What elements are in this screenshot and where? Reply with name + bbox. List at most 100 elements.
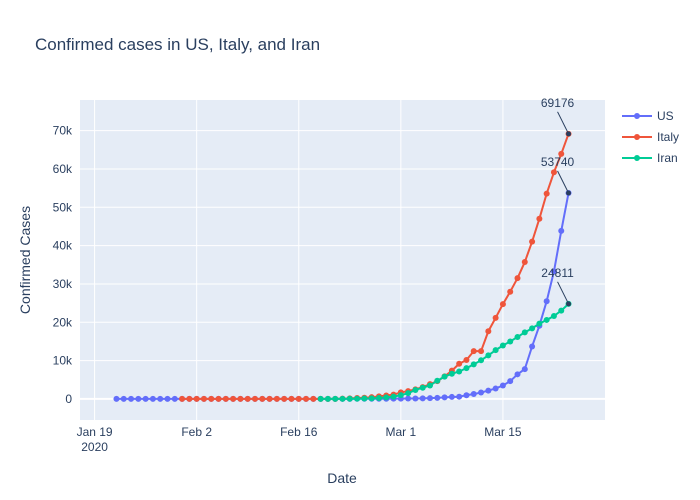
annotation-us: 53740 — [541, 155, 575, 196]
annotation-arrow — [557, 170, 569, 194]
data-point — [521, 329, 528, 336]
data-point — [434, 394, 441, 401]
data-point — [470, 361, 477, 368]
x-axis-title: Date — [327, 470, 357, 486]
data-point — [361, 395, 368, 402]
data-point — [135, 395, 142, 402]
data-point — [244, 395, 251, 402]
data-point — [113, 395, 120, 402]
data-point — [463, 365, 470, 372]
legend-item-iran[interactable]: Iran — [622, 151, 678, 165]
data-point — [529, 343, 536, 350]
data-point — [324, 395, 331, 402]
data-point — [171, 395, 178, 402]
data-point — [281, 395, 288, 402]
data-point — [390, 393, 397, 400]
x-gridlines — [94, 100, 504, 420]
data-point — [208, 395, 215, 402]
data-point — [550, 169, 557, 176]
data-point — [456, 368, 463, 375]
annotation-marker — [566, 131, 572, 137]
data-point — [303, 395, 310, 402]
data-point — [419, 384, 426, 391]
data-point — [142, 395, 149, 402]
data-point — [470, 348, 477, 355]
data-point — [492, 314, 499, 321]
data-point — [412, 386, 419, 393]
data-point — [354, 395, 361, 402]
data-point — [405, 390, 412, 397]
data-point — [543, 190, 550, 197]
legend-label: Italy — [657, 130, 679, 144]
y-tick-label: 20k — [53, 315, 73, 329]
data-point — [521, 259, 528, 266]
annotation-label: 69176 — [541, 96, 575, 110]
annotation-iran: 24811 — [541, 266, 574, 307]
legend-item-us[interactable]: US — [622, 109, 674, 123]
data-point — [529, 238, 536, 245]
series-iran — [317, 300, 572, 402]
data-point — [368, 395, 375, 402]
x-tick-label: Mar 15 — [484, 425, 522, 439]
data-point — [273, 395, 280, 402]
y-axis-title: Confirmed Cases — [17, 206, 33, 314]
data-point — [215, 395, 222, 402]
legend-label: Iran — [657, 151, 678, 165]
data-point — [543, 298, 550, 305]
data-point — [521, 366, 528, 373]
data-point — [558, 150, 565, 157]
legend-swatch-marker — [634, 113, 640, 119]
data-point — [288, 395, 295, 402]
data-point — [295, 395, 302, 402]
annotations: 69176 53740 24811 — [541, 96, 575, 307]
data-point — [397, 392, 404, 399]
x-tick-label: Mar 1 — [385, 425, 416, 439]
data-point — [375, 394, 382, 401]
data-point — [485, 352, 492, 359]
data-point — [405, 395, 412, 402]
data-point — [149, 395, 156, 402]
annotation-italy: 69176 — [541, 96, 575, 137]
data-point — [470, 391, 477, 398]
annotation-label: 53740 — [541, 155, 575, 169]
data-point — [456, 393, 463, 400]
data-point — [558, 307, 565, 314]
legend-swatch-marker — [634, 155, 640, 161]
legend[interactable]: US Italy Iran — [622, 109, 679, 165]
data-point — [266, 395, 273, 402]
data-point — [200, 395, 207, 402]
data-point — [543, 316, 550, 323]
chart-title: Confirmed cases in US, Italy, and Iran — [35, 35, 320, 54]
data-point — [412, 395, 419, 402]
data-point — [448, 370, 455, 377]
data-point — [478, 357, 485, 364]
data-point — [499, 342, 506, 349]
y-tick-label: 30k — [53, 277, 73, 291]
data-point — [179, 395, 186, 402]
data-point — [463, 357, 470, 364]
data-point — [514, 333, 521, 340]
data-point — [456, 360, 463, 367]
data-point — [492, 385, 499, 392]
x-tick-label: Feb 16 — [280, 425, 318, 439]
y-tick-label: 10k — [53, 354, 73, 368]
legend-item-italy[interactable]: Italy — [622, 130, 679, 144]
y-tick-labels: 0 10k 20k 30k 40k 50k 60k 70k — [53, 124, 73, 406]
x-tick-label: Jan 19 — [77, 425, 113, 439]
annotation-label: 24811 — [541, 266, 574, 280]
data-point — [507, 378, 514, 385]
data-point — [499, 301, 506, 308]
y-tick-label: 40k — [53, 239, 73, 253]
x-tick-label: Feb 2 — [181, 425, 212, 439]
y-tick-label: 50k — [53, 200, 73, 214]
data-point — [463, 392, 470, 399]
data-point — [499, 382, 506, 389]
data-point — [259, 395, 266, 402]
data-point — [427, 382, 433, 389]
data-point — [529, 325, 536, 332]
y-tick-label: 0 — [65, 392, 72, 406]
data-point — [536, 320, 543, 327]
plot-area — [80, 100, 605, 420]
data-point — [237, 395, 244, 402]
